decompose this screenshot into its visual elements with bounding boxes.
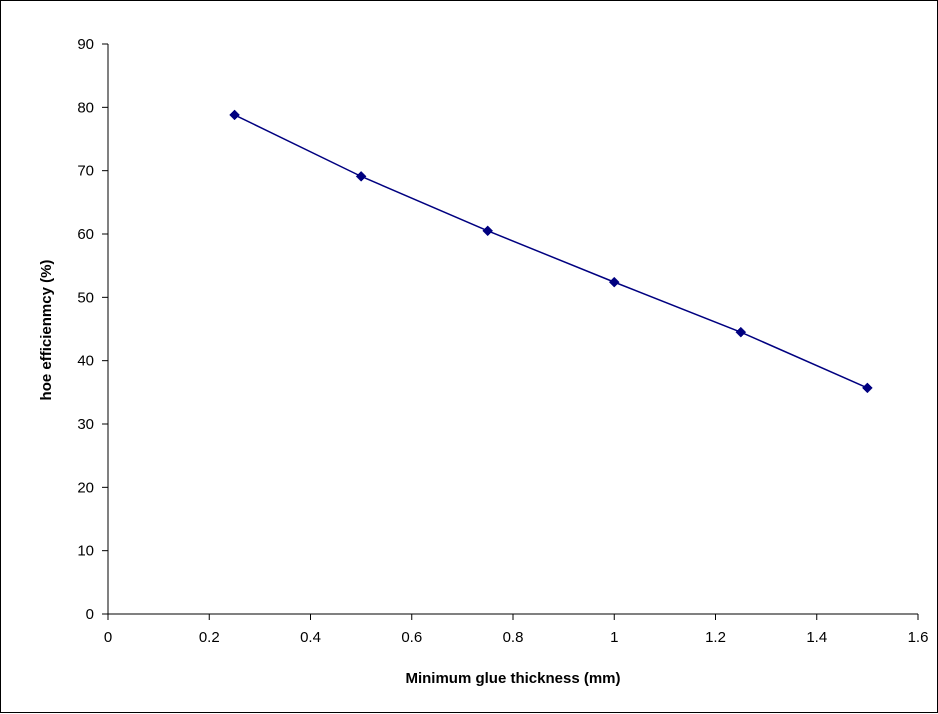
x-tick-label: 1.6 — [908, 629, 929, 646]
x-axis-title: Minimum glue thickness (mm) — [405, 670, 620, 687]
data-point-marker — [608, 276, 620, 288]
x-tick-label: 0.8 — [503, 629, 524, 646]
x-tick-label: 1.4 — [806, 629, 827, 646]
axes — [107, 44, 918, 615]
x-tick-label: 1 — [610, 629, 618, 646]
series-line — [234, 114, 868, 389]
y-axis-ticks: 0 10 20 30 40 50 60 70 80 90 — [77, 36, 108, 623]
y-axis-title: hoe efficienmcy (%) — [38, 260, 55, 401]
y-tick-label: 10 — [77, 543, 94, 560]
y-tick-label: 60 — [77, 226, 94, 243]
x-tick-label: 0 — [104, 629, 112, 646]
x-tick-label: 1.2 — [705, 629, 726, 646]
x-tick-label: 0.2 — [199, 629, 220, 646]
data-point-marker — [862, 382, 873, 394]
data-point-marker — [229, 109, 240, 121]
y-tick-label: 30 — [77, 416, 94, 433]
x-axis-ticks: 0 0.2 0.4 0.6 0.8 1 1.2 1.4 1.6 — [104, 614, 929, 646]
x-tick-label: 0.6 — [401, 629, 422, 646]
x-tick-label: 0.4 — [300, 629, 321, 646]
data-point-marker — [735, 326, 747, 338]
y-tick-label: 40 — [77, 353, 94, 370]
y-tick-label: 20 — [77, 479, 94, 496]
y-tick-label: 70 — [77, 163, 94, 180]
data-point-marker — [482, 225, 494, 237]
y-tick-label: 90 — [77, 36, 94, 53]
y-tick-label: 80 — [77, 99, 94, 116]
y-tick-label: 0 — [86, 606, 94, 623]
y-tick-label: 50 — [77, 289, 94, 306]
series-layer — [229, 109, 873, 394]
data-point-marker — [355, 171, 367, 182]
